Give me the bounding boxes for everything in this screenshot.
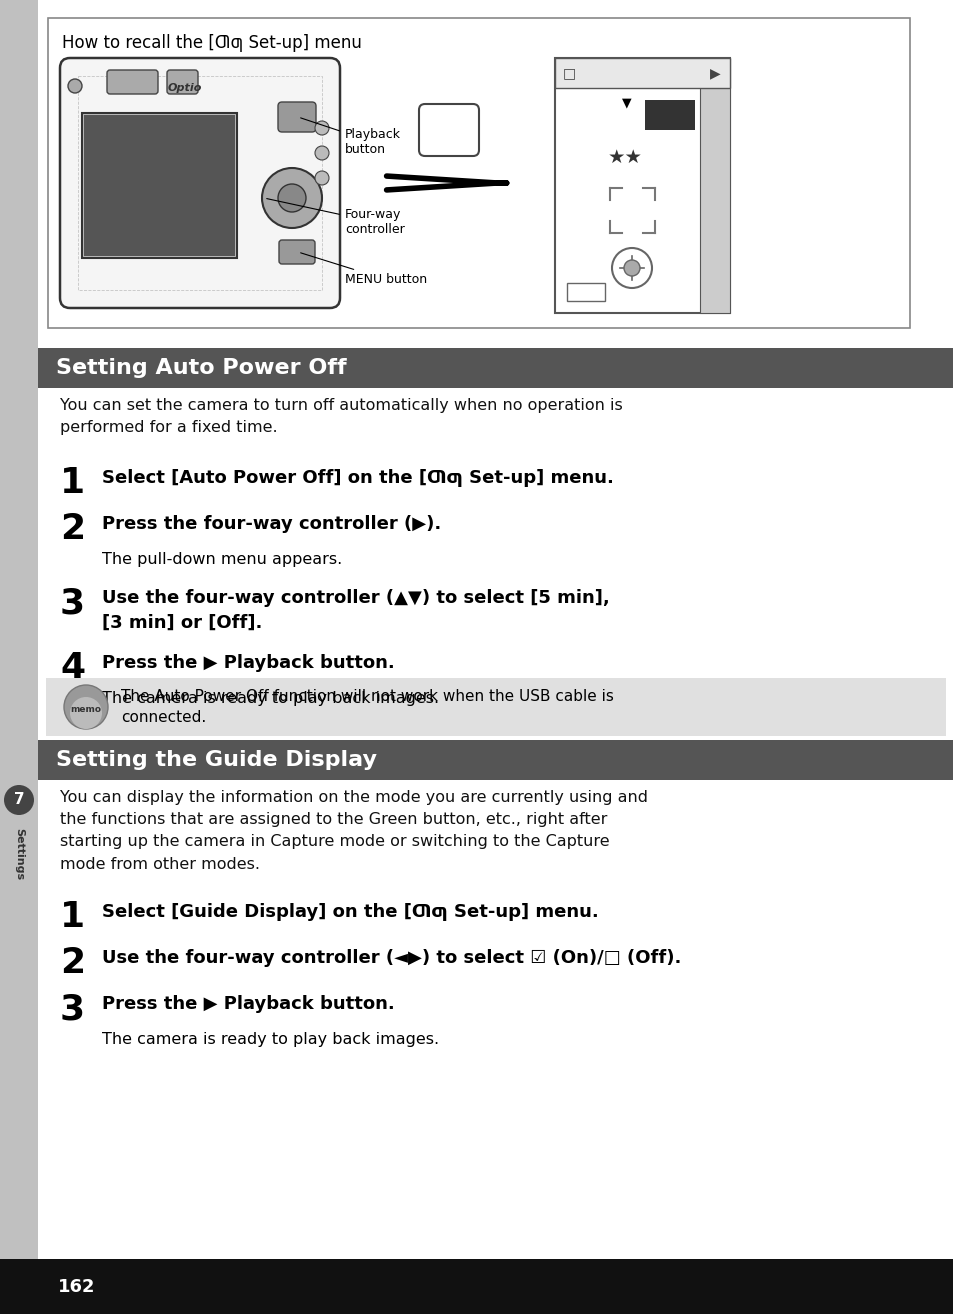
FancyBboxPatch shape [107, 70, 158, 95]
Bar [644, 100, 695, 130]
Circle shape [64, 685, 108, 729]
Text: Use the four-way controller (◄▶) to select ☑ (On)/□ (Off).: Use the four-way controller (◄▶) to sele… [102, 949, 680, 967]
Text: Setting Auto Power Off: Setting Auto Power Off [56, 357, 346, 378]
Text: 1: 1 [60, 466, 85, 501]
Text: Setting the Guide Display: Setting the Guide Display [56, 750, 376, 770]
Text: Settings: Settings [14, 828, 24, 880]
FancyBboxPatch shape [167, 70, 198, 95]
Text: Press the four-way controller (▶).: Press the four-way controller (▶). [102, 515, 441, 533]
Circle shape [314, 121, 329, 135]
Text: 4: 4 [60, 650, 85, 685]
Text: Playback
button: Playback button [300, 118, 400, 156]
Text: The camera is ready to play back images.: The camera is ready to play back images. [102, 1031, 438, 1047]
Text: Press the ▶ Playback button.: Press the ▶ Playback button. [102, 995, 395, 1013]
Bar [566, 283, 604, 301]
Text: 7: 7 [13, 792, 24, 808]
Circle shape [68, 79, 82, 93]
Text: ▶: ▶ [709, 66, 720, 80]
Bar [48, 18, 909, 328]
Bar [700, 58, 729, 313]
Bar [46, 678, 945, 736]
Text: 2: 2 [60, 512, 85, 547]
Circle shape [314, 171, 329, 185]
Text: 162: 162 [58, 1277, 95, 1296]
Text: 2: 2 [60, 946, 85, 980]
FancyBboxPatch shape [418, 104, 478, 156]
Circle shape [4, 784, 34, 815]
Bar [38, 740, 953, 781]
Circle shape [314, 146, 329, 160]
Text: Press the ▶ Playback button.: Press the ▶ Playback button. [102, 654, 395, 671]
Text: 3: 3 [60, 992, 85, 1026]
Bar [0, 0, 38, 1314]
Text: Optio: Optio [168, 83, 202, 93]
Circle shape [623, 260, 639, 276]
FancyBboxPatch shape [60, 58, 339, 307]
Text: You can display the information on the mode you are currently using and
the func: You can display the information on the m… [60, 790, 647, 871]
FancyBboxPatch shape [278, 240, 314, 264]
Text: Four-way
controller: Four-way controller [267, 198, 404, 237]
Circle shape [277, 184, 306, 212]
Text: The camera is ready to play back images.: The camera is ready to play back images. [102, 691, 438, 706]
Bar [38, 348, 953, 388]
Text: MENU button: MENU button [300, 252, 427, 286]
Bar [84, 116, 234, 256]
Circle shape [262, 168, 322, 229]
Text: 3: 3 [60, 586, 85, 620]
Text: ★★: ★★ [607, 148, 641, 167]
Text: 1: 1 [60, 900, 85, 934]
Text: How to recall the [Ƣƣ Set-up] menu: How to recall the [Ƣƣ Set-up] menu [62, 34, 361, 53]
Bar [82, 113, 236, 258]
Text: Select [Guide Display] on the [Ƣƣ Set-up] menu.: Select [Guide Display] on the [Ƣƣ Set-up… [102, 903, 598, 921]
Text: Select [Auto Power Off] on the [Ƣƣ Set-up] menu.: Select [Auto Power Off] on the [Ƣƣ Set-u… [102, 469, 613, 487]
Text: The Auto Power Off function will not work when the USB cable is
connected.: The Auto Power Off function will not wor… [121, 689, 613, 725]
FancyBboxPatch shape [277, 102, 315, 131]
Circle shape [612, 248, 651, 288]
Bar [0, 1259, 953, 1314]
Bar [78, 76, 322, 290]
Bar [555, 58, 729, 88]
Text: Use the four-way controller (▲▼) to select [5 min],
[3 min] or [Off].: Use the four-way controller (▲▼) to sele… [102, 589, 609, 632]
Text: The pull-down menu appears.: The pull-down menu appears. [102, 552, 342, 568]
Text: memo: memo [71, 706, 101, 715]
Text: You can set the camera to turn off automatically when no operation is
performed : You can set the camera to turn off autom… [60, 398, 622, 435]
Circle shape [70, 696, 102, 729]
Bar [555, 58, 729, 313]
Text: ▼: ▼ [621, 96, 631, 109]
Text: □: □ [562, 66, 576, 80]
